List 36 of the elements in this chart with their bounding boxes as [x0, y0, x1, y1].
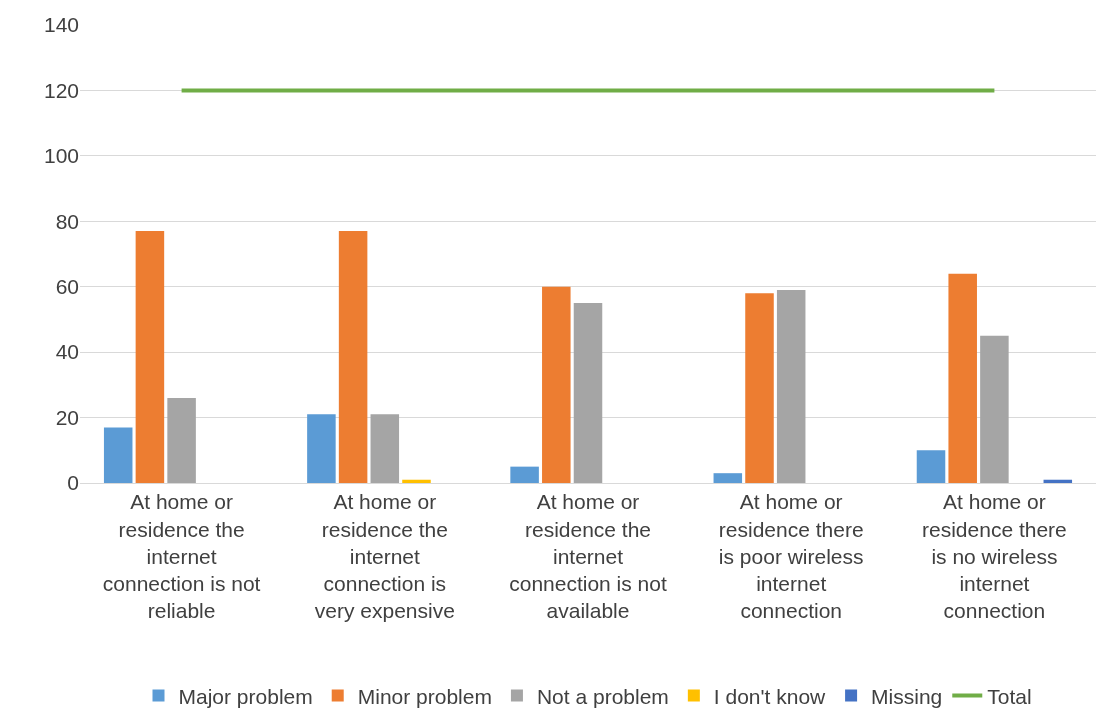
- bar: [370, 414, 400, 483]
- x-tick-label: At home or residence the internet connection is not reliable: [102, 490, 261, 623]
- y-tick-label: 80: [55, 209, 79, 233]
- bar: [542, 286, 571, 483]
- x-tick-label: At home or residence there is poor wireless internet connection: [718, 490, 864, 623]
- y-tick-label: 120: [43, 78, 79, 102]
- bar: [510, 466, 539, 483]
- legend-label: Major problem: [178, 684, 313, 708]
- x-tick-label: At home or residence there is no wireless internet connection: [922, 490, 1067, 623]
- bar: [776, 289, 806, 483]
- bar: [307, 414, 336, 483]
- x-tick-label: At home or residence the internet connection is not available: [509, 490, 667, 623]
- bar: [135, 231, 165, 483]
- y-tick-label: 40: [55, 340, 79, 364]
- bar: [948, 273, 977, 483]
- y-tick-label: 60: [55, 275, 79, 299]
- y-tick-label: 0: [67, 471, 79, 495]
- bar: [1043, 479, 1073, 483]
- bar: [167, 397, 196, 483]
- legend-label: Missing: [871, 684, 943, 708]
- legend-label: Total: [987, 684, 1032, 708]
- bar: [103, 427, 133, 483]
- bar: [338, 231, 368, 483]
- legend-label: Not a problem: [536, 684, 669, 708]
- legend-label: Minor problem: [357, 684, 492, 708]
- bar: [402, 479, 431, 483]
- bar: [916, 450, 946, 483]
- x-tick-label: At home or residence the internet connection is very expensive: [314, 490, 455, 623]
- y-tick-label: 20: [55, 405, 79, 429]
- bar: [713, 473, 743, 483]
- y-tick-label: 140: [43, 13, 79, 37]
- y-tick-label: 100: [43, 144, 79, 168]
- bar: [980, 335, 1009, 483]
- bar: [573, 303, 603, 483]
- legend-label: I don't know: [713, 684, 827, 708]
- bar: [745, 293, 774, 483]
